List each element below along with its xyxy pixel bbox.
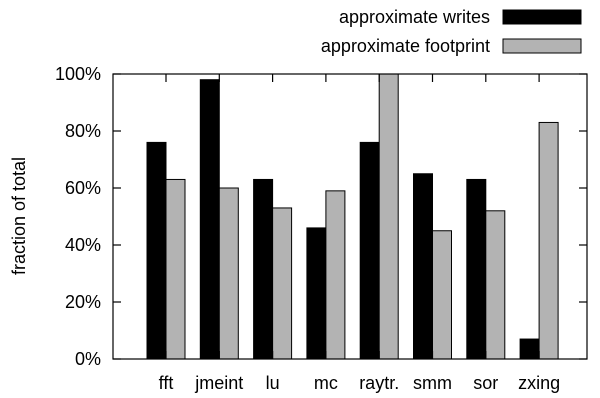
bars xyxy=(146,73,559,360)
y-tick-label: 40% xyxy=(65,235,101,255)
bar-writes-raytr xyxy=(359,141,380,360)
legend-label-footprint: approximate footprint xyxy=(321,36,490,56)
bar-footprint-fft xyxy=(165,178,186,360)
legend-swatch-footprint xyxy=(502,38,582,54)
x-category-label: fft xyxy=(159,373,174,393)
y-tick-label: 0% xyxy=(75,349,101,369)
y-axis-ticks: 0% 20% 40% 60% 80% 100% xyxy=(55,64,587,369)
bar-footprint-zxing xyxy=(538,121,559,360)
y-tick-label: 20% xyxy=(65,292,101,312)
bar-footprint-lu xyxy=(272,207,293,360)
x-category-label: lu xyxy=(266,373,280,393)
legend: approximate writes approximate footprint xyxy=(321,7,582,56)
x-axis-labels: fft jmeint lu mc raytr. smm sor zxing xyxy=(159,373,560,393)
x-category-label: raytr. xyxy=(359,373,399,393)
bar-writes-smm xyxy=(413,173,433,360)
legend-label-writes: approximate writes xyxy=(339,7,490,27)
x-category-label: mc xyxy=(314,373,338,393)
bar-writes-sor xyxy=(466,178,487,360)
bar-writes-zxing xyxy=(519,338,540,360)
plot-frame xyxy=(112,73,588,360)
bar-writes-lu xyxy=(253,178,274,360)
bar-footprint-mc xyxy=(325,190,346,360)
y-tick-label: 60% xyxy=(65,178,101,198)
y-tick-label: 80% xyxy=(65,121,101,141)
y-tick-label: 100% xyxy=(55,64,101,84)
x-category-label: smm xyxy=(413,373,452,393)
bar-writes-mc xyxy=(306,227,327,360)
bar-footprint-sor xyxy=(485,210,506,360)
x-category-label: sor xyxy=(473,373,498,393)
bar-writes-fft xyxy=(146,141,167,360)
x-category-label: zxing xyxy=(518,373,560,393)
legend-swatch-writes xyxy=(502,9,582,25)
bar-writes-jmeint xyxy=(199,79,220,360)
x-category-label: jmeint xyxy=(194,373,243,393)
y-axis-label: fraction of total xyxy=(9,157,29,275)
bar-footprint-raytr xyxy=(378,73,399,360)
bar-footprint-smm xyxy=(432,230,452,360)
bar-footprint-jmeint xyxy=(218,187,239,360)
